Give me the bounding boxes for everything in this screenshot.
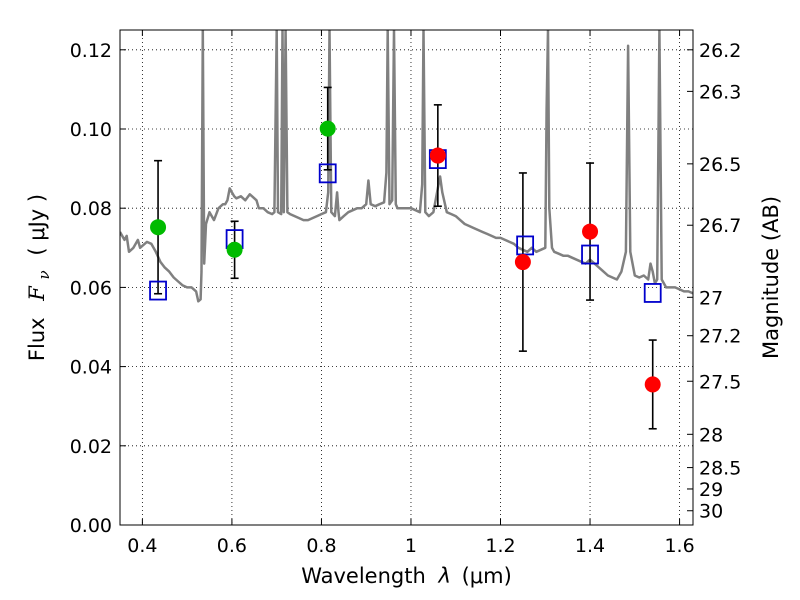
x-tick-label: 0.8 [306,535,336,557]
x-axis-label-text: Wavelength [301,564,426,588]
y-tick-label: 0.06 [70,277,112,299]
ticks: 0.4 0.6 0.8 1 1.2 1.4 1.6 0.00 0.02 0.04 0.06 0.08 0… [70,30,741,557]
x-tick-label: 1 [405,535,417,557]
x-tick-label: 0.6 [217,535,247,557]
y-axis-label-subscript: ν [35,270,53,279]
y-axis-label: Flux F ν ( μJy ) [25,194,54,361]
magnitude-tick-label: 26.5 [699,154,741,176]
model-photometry-square [643,283,662,303]
magnitude-tick-label: 28 [699,424,723,446]
y-axis-label-symbol: F [25,285,49,302]
y-tick-label: 0.08 [70,198,112,220]
magnitude-tick-label: 29 [699,479,723,501]
magnitude-tick-label: 28.5 [699,458,741,480]
y-tick-label: 0.04 [70,357,112,379]
x-axis-label-unit: (μm) [462,564,512,588]
red-data-point [429,147,446,164]
y-tick-label: 0.02 [70,436,112,458]
red-data-point [644,376,661,393]
grid [120,30,693,526]
x-tick-label: 1.2 [485,535,515,557]
magnitude-tick-label: 30 [699,501,723,523]
green-data-point [150,219,167,236]
plot-frame [119,29,694,526]
y-axis-label-text: Flux [25,317,49,361]
magnitude-tick-label: 26.3 [699,81,741,103]
magnitude-tick-label: 27 [699,287,723,309]
x-axis-label: Wavelength λ (μm) [301,564,512,588]
magnitude-tick-label: 27.2 [699,326,741,348]
model-photometry-square [318,163,337,184]
red-data-point [514,254,531,271]
x-tick-label: 1.4 [575,535,605,557]
y-tick-label: 0.12 [70,40,112,62]
magnitude-tick-label: 26.7 [699,215,741,237]
magnitude-tick-label: 27.5 [699,371,741,393]
model-photometry-square [581,244,599,265]
y-tick-label: 0.10 [70,119,112,141]
x-tick-label: 0.4 [127,535,157,557]
x-axis-label-symbol: λ [437,564,450,588]
red-data-point [582,223,599,240]
green-data-point [226,241,243,258]
model-photometry-square [149,280,167,301]
magnitude-tick-label: 26.2 [699,40,741,62]
right-axis-label: Magnitude (AB) [759,196,783,359]
y-tick-label: 0.00 [70,515,112,537]
y-axis-label-unit: ( μJy ) [25,194,49,256]
plot-area [120,30,693,430]
x-tick-label: 1.6 [664,535,694,557]
green-data-point [319,120,336,137]
